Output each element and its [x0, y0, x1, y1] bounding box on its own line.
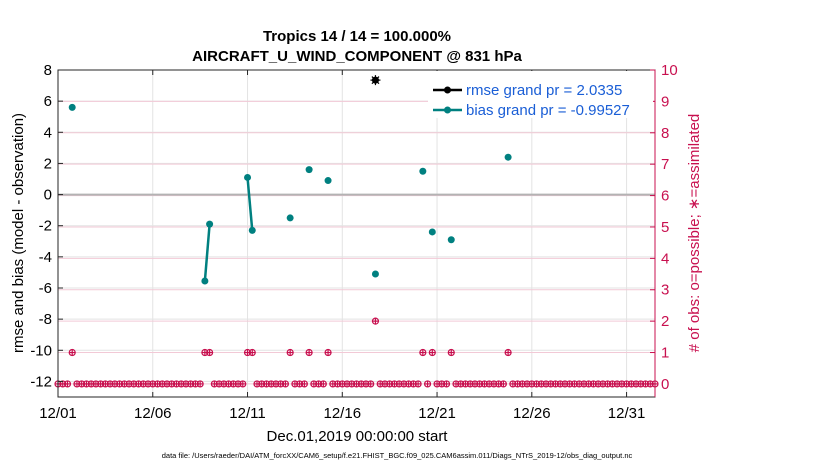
bias-point: [324, 177, 332, 185]
rmse-series: [370, 75, 381, 86]
obs-count-point-zero: [423, 380, 432, 388]
y-right-tick-label: 10: [661, 62, 678, 79]
x-axis: 12/01 12/06 12/11 12/16 12/21 12/26 12/31: [39, 70, 645, 422]
obs-count-point: [371, 317, 380, 325]
obs-count-point: [248, 348, 256, 357]
bias-point: [244, 173, 252, 181]
obs-count-point-zero: [414, 380, 422, 388]
bias-line-segment: [203, 224, 211, 282]
y-tick-label: 2: [44, 155, 52, 172]
chart-title: Tropics 14 / 14 = 100.000%: [263, 28, 451, 45]
x-axis-label: Dec.01,2019 00:00:00 start: [267, 428, 449, 445]
bias-point: [286, 214, 294, 222]
y-right-tick-label: 6: [661, 188, 669, 205]
y-tick-label: -10: [30, 342, 52, 359]
legend: rmse grand pr = 2.0335 bias grand pr = -…: [428, 71, 653, 119]
obs-count-series: [54, 317, 659, 388]
bias-point: [305, 166, 313, 174]
legend-bias-label: bias grand pr = -0.99527: [466, 102, 630, 119]
obs-count-point: [286, 348, 294, 357]
legend-bias-marker: [444, 106, 451, 114]
obs-count-point-zero: [239, 380, 247, 388]
y-tick-label: -8: [39, 311, 52, 328]
x-tick-label: 12/21: [418, 405, 456, 422]
legend-rmse-marker: [444, 86, 451, 94]
bias-point: [206, 220, 214, 228]
legend-box: [428, 71, 653, 118]
data-file-footnote: data file: /Users/raeder/DAI/ATM_forcXX/…: [162, 451, 633, 460]
obs-count-point: [68, 348, 76, 357]
rmse-point: [370, 75, 381, 86]
y-right-tick-label: 9: [661, 93, 669, 110]
y-tick-label: 4: [44, 124, 52, 141]
bias-point: [68, 103, 76, 111]
bias-point: [447, 236, 455, 244]
y-right-tick-label: 0: [661, 376, 669, 393]
bias-point: [201, 277, 209, 285]
y-axis-right-label: # of obs: o=possible; ∗=assimilated: [686, 114, 703, 353]
grid: [57, 69, 655, 397]
bias-point: [371, 270, 379, 278]
obs-count-point: [206, 348, 214, 357]
obs-count-point: [324, 348, 332, 357]
x-tick-label: 12/01: [39, 405, 77, 422]
y-tick-label: 6: [44, 93, 52, 110]
obs-count-point-zero: [442, 380, 451, 388]
x-tick-label: 12/11: [229, 405, 265, 422]
x-tick-label: 12/06: [134, 405, 172, 422]
y-right-tick-label: 2: [661, 313, 669, 330]
x-tick-label: 12/26: [513, 405, 551, 422]
bias-point: [248, 226, 256, 234]
y-tick-label: 0: [44, 187, 52, 204]
obs-count-point-zero: [319, 380, 327, 388]
obs-count-point-zero: [300, 380, 308, 388]
y-axis-left: 8 6 4 2 0 -2 -4 -6 -8 -10 -12: [30, 62, 63, 390]
y-right-tick-label: 1: [661, 345, 669, 362]
y-right-tick-label: 3: [661, 282, 669, 299]
y-tick-label: -4: [39, 249, 52, 266]
x-tick-label: 12/16: [324, 405, 362, 422]
obs-count-point-zero: [281, 380, 290, 388]
obs-count-point: [419, 348, 427, 357]
obs-count-point: [447, 348, 455, 357]
y-tick-label: 8: [44, 62, 52, 79]
obs-count-point: [428, 348, 436, 357]
y-tick-label: -2: [39, 218, 52, 235]
y-right-tick-label: 8: [661, 125, 669, 142]
obs-count-point-zero: [196, 380, 204, 388]
chart-subtitle: AIRCRAFT_U_WIND_COMPONENT @ 831 hPa: [192, 48, 522, 65]
y-right-tick-label: 7: [661, 156, 669, 173]
plot-frame: [57, 69, 656, 398]
legend-rmse-label: rmse grand pr = 2.0335: [466, 82, 622, 99]
obs-count-point-zero: [63, 380, 72, 388]
x-tick-label: 12/31: [608, 405, 646, 422]
y-axis-left-label: rmse and bias (model - observation): [10, 113, 27, 353]
y-right-tick-label: 5: [661, 219, 669, 236]
y-tick-label: -6: [39, 280, 52, 297]
obs-count-point: [504, 348, 512, 357]
y-right-tick-label: 4: [661, 250, 669, 267]
bias-point: [428, 228, 436, 236]
obs-count-point-zero: [499, 380, 507, 388]
obs-count-point: [305, 348, 313, 357]
bias-series: [68, 103, 512, 285]
y-tick-label: -12: [30, 373, 52, 390]
bias-line-segment: [246, 177, 254, 231]
bias-point: [419, 167, 427, 175]
obs-count-point-zero: [367, 380, 375, 388]
bias-point: [504, 153, 512, 161]
